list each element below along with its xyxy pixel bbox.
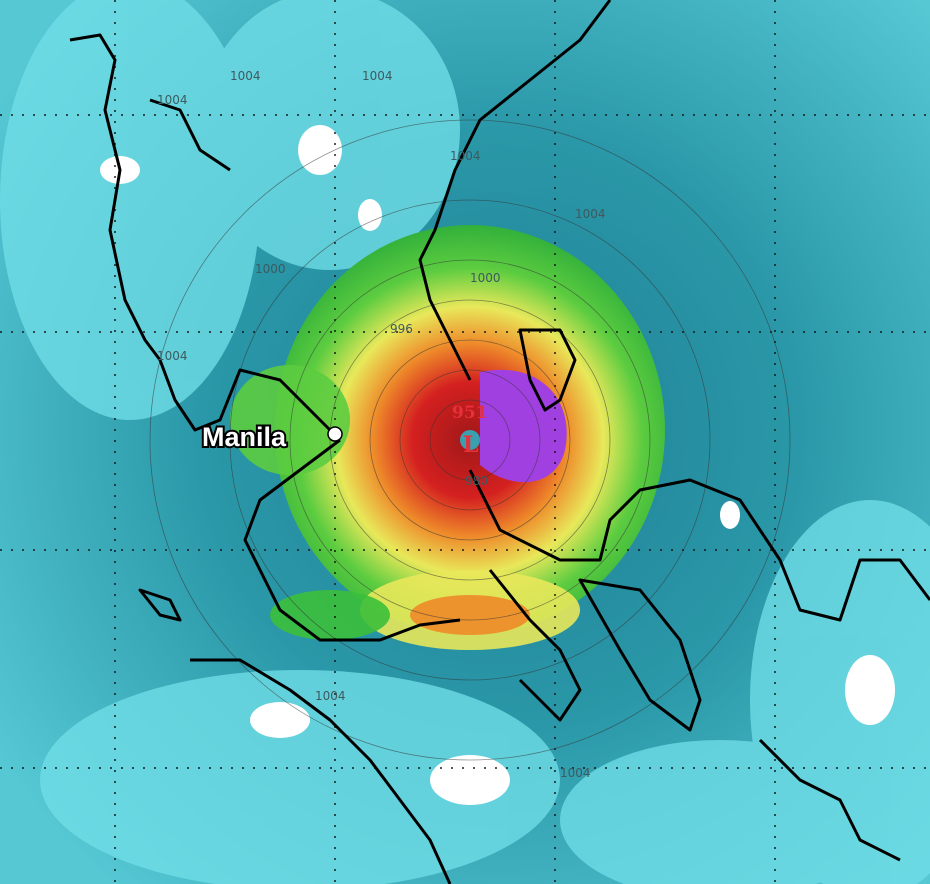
storm-eye [460, 430, 480, 450]
extreme-wind-core [480, 369, 567, 483]
isobar-label: 1000 [255, 262, 286, 276]
isobar-label: 1004 [157, 93, 188, 107]
isobars [149, 119, 791, 761]
central-pressure-label: 951 [452, 403, 488, 423]
isobar-label: 1004 [450, 149, 481, 163]
isobar-label: 980 [465, 474, 488, 488]
isobar-label: 1004 [575, 207, 606, 221]
isobar-label: 1004 [230, 69, 261, 83]
isobar-label: 1004 [315, 689, 346, 703]
low-pressure-symbol: L [463, 432, 478, 458]
isobar-label: 996 [390, 322, 413, 336]
isobar-label: 1004 [560, 766, 591, 780]
isobar-label: 1004 [362, 69, 393, 83]
city-marker-icon [327, 426, 343, 442]
calm-white-patches [100, 125, 895, 805]
isobar-label: 1000 [470, 271, 501, 285]
isobar-label: 1004 [157, 349, 188, 363]
coastlines [69, 0, 930, 884]
isobar-labels: 1004 1004 1004 1004 1004 1000 1000 996 1… [157, 69, 606, 780]
city-label-manila: Manila [202, 422, 287, 452]
storm-wind-field [230, 225, 665, 650]
